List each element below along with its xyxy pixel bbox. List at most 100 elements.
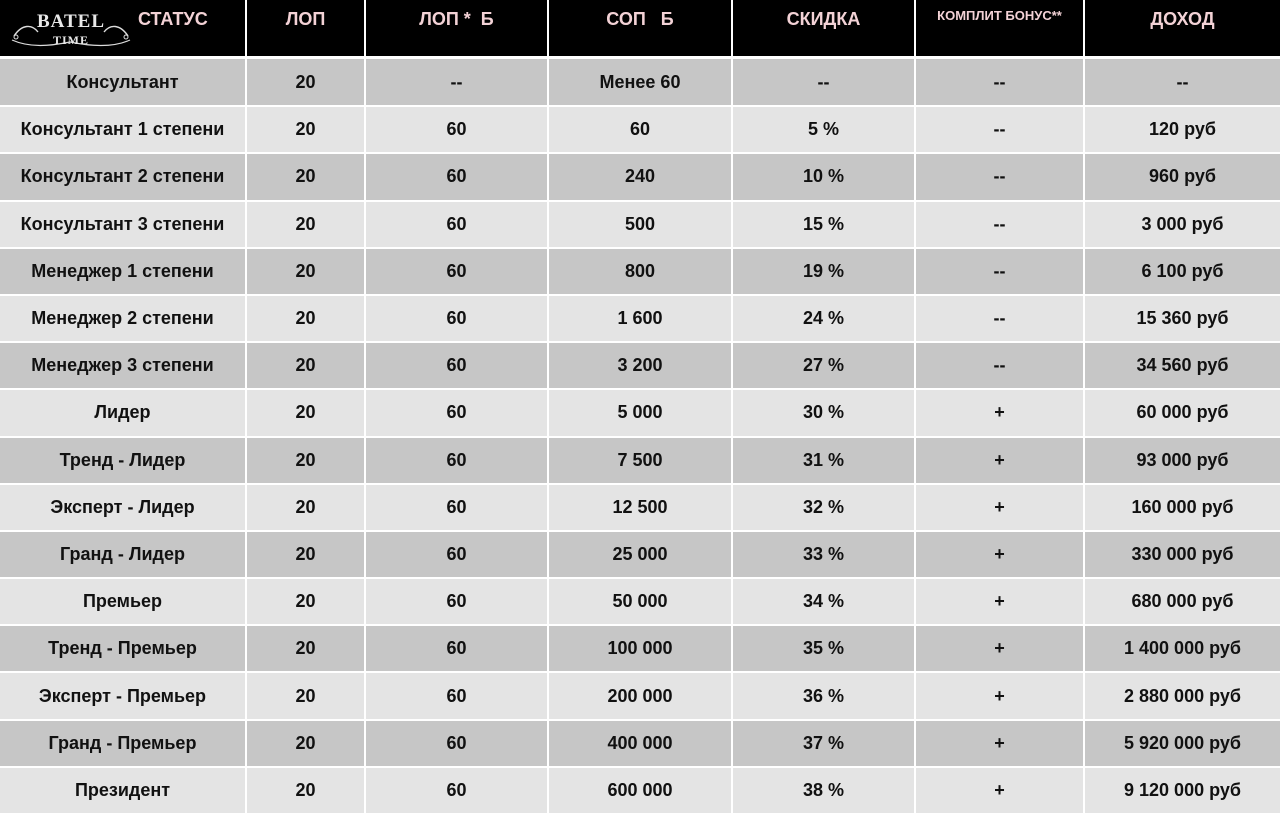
status-cell: Тренд - Премьер bbox=[0, 625, 247, 674]
discount-cell: 24 % bbox=[732, 294, 916, 344]
sop-b-cell: 240 bbox=[548, 153, 733, 202]
discount-cell: 38 % bbox=[732, 766, 916, 815]
status-cell: Гранд - Лидер bbox=[0, 530, 247, 580]
status-cell: Премьер bbox=[0, 578, 247, 627]
lop-cell: 20 bbox=[246, 578, 366, 627]
status-cell: Консультант 3 степени bbox=[0, 200, 247, 249]
table-row: Гранд - Лидер 20 60 25 000 33 % +330 000 руб bbox=[0, 530, 1280, 580]
sop-b-cell: 200 000 bbox=[548, 672, 733, 721]
bonus-cell: + bbox=[915, 766, 1085, 815]
discount-cell: 34 % bbox=[732, 578, 916, 627]
discount-cell: 32 % bbox=[732, 483, 916, 532]
discount-cell: 31 % bbox=[732, 436, 916, 485]
lop-cell: 20 bbox=[246, 342, 366, 391]
logo-word-time: TIME bbox=[53, 33, 89, 47]
lop-b-cell: 60 bbox=[365, 672, 549, 721]
table-row: Эксперт - Премьер 20 60 200 000 36 % +2 880 0… bbox=[0, 672, 1280, 721]
table-body: Консультант 20 -- Менее 60 -- -- -- Консультант… bbox=[0, 56, 1280, 815]
table-row: Гранд - Премьер 20 60 400 000 37 % +5 920 000… bbox=[0, 719, 1280, 768]
lop-cell: 20 bbox=[246, 153, 366, 202]
bonus-cell: + bbox=[915, 483, 1085, 532]
discount-cell: 35 % bbox=[732, 625, 916, 674]
sop-b-cell: 12 500 bbox=[548, 483, 733, 532]
sop-b-cell: 500 bbox=[548, 200, 733, 249]
table-row: Менеджер 2 степени 20 60 1 600 24 % -- 15 360 … bbox=[0, 294, 1280, 344]
table-row: Лидер 20 60 5 000 30 % +60 000 руб bbox=[0, 389, 1280, 438]
table-row: Менеджер 3 степени 20 60 3 200 27 % -- 34 560 … bbox=[0, 342, 1280, 391]
header-discount: СКИДКА bbox=[732, 0, 916, 56]
table-row: Консультант 2 степени 20 60 240 10 % -- 960 ру… bbox=[0, 153, 1280, 202]
status-cell: Консультант bbox=[0, 59, 247, 108]
lop-b-cell: -- bbox=[365, 59, 549, 108]
income-cell: 330 000 руб bbox=[1084, 530, 1280, 580]
income-cell: 15 360 руб bbox=[1084, 294, 1280, 344]
discount-cell: 10 % bbox=[732, 153, 916, 202]
lop-cell: 20 bbox=[246, 247, 366, 296]
sop-b-cell: 5 000 bbox=[548, 389, 733, 438]
bonus-cell: + bbox=[915, 719, 1085, 768]
discount-cell: 19 % bbox=[732, 247, 916, 296]
bonus-cell: -- bbox=[915, 294, 1085, 344]
header-row: BATEL TIME СТАТУС ЛОП ЛОП * Б СОП Б СКИД… bbox=[0, 0, 1280, 56]
lop-b-cell: 60 bbox=[365, 625, 549, 674]
status-cell: Эксперт - Премьер bbox=[0, 672, 247, 721]
sop-b-cell: 50 000 bbox=[548, 578, 733, 627]
income-cell: 60 000 руб bbox=[1084, 389, 1280, 438]
discount-cell: 5 % bbox=[732, 106, 916, 155]
income-cell: 34 560 руб bbox=[1084, 342, 1280, 391]
lop-b-cell: 60 bbox=[365, 153, 549, 202]
status-cell: Лидер bbox=[0, 389, 247, 438]
batel-time-logo: BATEL TIME bbox=[11, 11, 131, 47]
lop-b-cell: 60 bbox=[365, 342, 549, 391]
lop-cell: 20 bbox=[246, 625, 366, 674]
status-cell: Менеджер 1 степени bbox=[0, 247, 247, 296]
sop-b-cell: 3 200 bbox=[548, 342, 733, 391]
status-cell: Президент bbox=[0, 766, 247, 815]
bonus-cell: + bbox=[915, 625, 1085, 674]
bonus-cell: -- bbox=[915, 247, 1085, 296]
sop-b-cell: 7 500 bbox=[548, 436, 733, 485]
lop-cell: 20 bbox=[246, 530, 366, 580]
bonus-cell: + bbox=[915, 389, 1085, 438]
bonus-cell: -- bbox=[915, 59, 1085, 108]
income-cell: 160 000 руб bbox=[1084, 483, 1280, 532]
lop-cell: 20 bbox=[246, 672, 366, 721]
bonus-cell: + bbox=[915, 530, 1085, 580]
lop-b-cell: 60 bbox=[365, 719, 549, 768]
income-cell: 93 000 руб bbox=[1084, 436, 1280, 485]
lop-b-cell: 60 bbox=[365, 530, 549, 580]
income-cell: -- bbox=[1084, 59, 1280, 108]
discount-cell: 36 % bbox=[732, 672, 916, 721]
lop-b-cell: 60 bbox=[365, 294, 549, 344]
table-row: Эксперт - Лидер 20 60 12 500 32 % +160 000 ру… bbox=[0, 483, 1280, 532]
lop-cell: 20 bbox=[246, 389, 366, 438]
sop-b-cell: 400 000 bbox=[548, 719, 733, 768]
lop-b-cell: 60 bbox=[365, 436, 549, 485]
bonus-cell: + bbox=[915, 672, 1085, 721]
lop-b-cell: 60 bbox=[365, 483, 549, 532]
header-status-label: СТАТУС bbox=[138, 9, 208, 29]
sop-b-cell: 100 000 bbox=[548, 625, 733, 674]
status-cell: Менеджер 3 степени bbox=[0, 342, 247, 391]
header-sop-b: СОП Б bbox=[548, 0, 733, 56]
lop-b-cell: 60 bbox=[365, 578, 549, 627]
lop-b-cell: 60 bbox=[365, 247, 549, 296]
table-row: Консультант 20 -- Менее 60 -- -- -- bbox=[0, 59, 1280, 108]
lop-cell: 20 bbox=[246, 294, 366, 344]
table-row: Консультант 3 степени 20 60 500 15 % -- 3 000 … bbox=[0, 200, 1280, 249]
discount-cell: 33 % bbox=[732, 530, 916, 580]
header-status: BATEL TIME СТАТУС bbox=[0, 0, 247, 56]
sop-b-cell: 600 000 bbox=[548, 766, 733, 815]
income-cell: 680 000 руб bbox=[1084, 578, 1280, 627]
status-cell: Консультант 2 степени bbox=[0, 153, 247, 202]
table-row: Премьер 20 60 50 000 34 % +680 000 руб bbox=[0, 578, 1280, 627]
lop-cell: 20 bbox=[246, 766, 366, 815]
discount-cell: -- bbox=[732, 59, 916, 108]
sop-b-cell: 800 bbox=[548, 247, 733, 296]
bonus-cell: -- bbox=[915, 153, 1085, 202]
sop-b-cell: 25 000 bbox=[548, 530, 733, 580]
bonus-cell: -- bbox=[915, 342, 1085, 391]
sop-b-cell: 1 600 bbox=[548, 294, 733, 344]
lop-cell: 20 bbox=[246, 483, 366, 532]
